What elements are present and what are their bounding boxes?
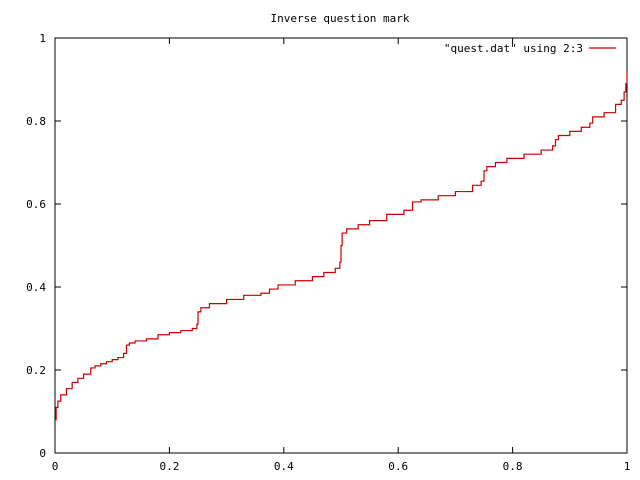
x-tick-label: 0 bbox=[52, 460, 59, 473]
x-tick-label: 1 bbox=[624, 460, 631, 473]
y-tick-label: 1 bbox=[39, 32, 46, 45]
x-axis: 0 0.2 0.4 0.6 0.8 1 bbox=[52, 38, 631, 473]
x-tick-label: 0.6 bbox=[388, 460, 408, 473]
plot-frame bbox=[54, 37, 628, 454]
x-tick-label: 0.2 bbox=[159, 460, 179, 473]
legend: "quest.dat" using 2:3 bbox=[444, 42, 616, 55]
legend-label: "quest.dat" using 2:3 bbox=[444, 42, 583, 55]
y-tick-label: 0.8 bbox=[26, 115, 46, 128]
chart-title: Inverse question mark bbox=[270, 12, 409, 25]
x-tick-label: 0.8 bbox=[503, 460, 523, 473]
y-tick-label: 0.6 bbox=[26, 198, 46, 211]
series-layer bbox=[55, 71, 628, 421]
series-line bbox=[55, 71, 628, 421]
y-tick-label: 0 bbox=[39, 447, 46, 460]
y-axis: 0 0.2 0.4 0.6 0.8 1 bbox=[26, 32, 627, 460]
x-tick-label: 0.4 bbox=[274, 460, 294, 473]
y-tick-label: 0.4 bbox=[26, 281, 46, 294]
y-tick-label: 0.2 bbox=[26, 364, 46, 377]
